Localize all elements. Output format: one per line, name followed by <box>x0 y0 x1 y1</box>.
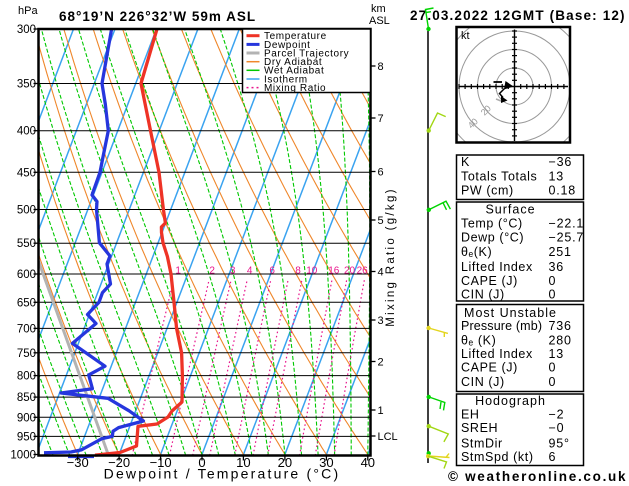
svg-text:0: 0 <box>198 455 205 470</box>
svg-text:Mixing Ratio: Mixing Ratio <box>264 83 326 94</box>
svg-text:4: 4 <box>247 266 253 277</box>
svg-text:Temperature: Temperature <box>264 31 327 42</box>
svg-text:θₑ (K): θₑ (K) <box>461 334 496 348</box>
svg-text:550: 550 <box>17 238 36 250</box>
svg-text:Isotherm: Isotherm <box>264 74 308 85</box>
svg-text:16: 16 <box>328 266 340 277</box>
svg-text:10: 10 <box>236 455 250 470</box>
svg-text:1: 1 <box>175 266 181 277</box>
svg-text:Hodograph: Hodograph <box>475 394 546 408</box>
svg-text:450: 450 <box>17 167 36 179</box>
svg-text:10: 10 <box>306 266 318 277</box>
svg-text:0: 0 <box>549 361 557 375</box>
svg-text:Surface: Surface <box>485 203 535 217</box>
svg-text:Dewp (°C): Dewp (°C) <box>461 231 524 245</box>
svg-text:EH: EH <box>461 408 480 422</box>
svg-text:95°: 95° <box>549 437 570 451</box>
svg-text:8: 8 <box>295 266 301 277</box>
svg-text:0: 0 <box>549 288 557 302</box>
svg-text:hPa: hPa <box>18 5 38 17</box>
svg-text:2: 2 <box>209 266 215 277</box>
svg-text:300: 300 <box>17 24 36 36</box>
svg-text:θₑ(K): θₑ(K) <box>461 245 492 259</box>
svg-text:CAPE (J): CAPE (J) <box>461 361 518 375</box>
svg-text:1000: 1000 <box>10 450 36 462</box>
svg-text:CIN (J): CIN (J) <box>461 288 505 302</box>
svg-text:−10: −10 <box>150 455 172 470</box>
svg-text:4: 4 <box>378 267 384 279</box>
svg-text:km: km <box>371 3 386 15</box>
svg-text:3: 3 <box>230 266 236 277</box>
svg-text:36: 36 <box>549 260 565 274</box>
svg-text:−20: −20 <box>108 455 130 470</box>
svg-text:CIN (J): CIN (J) <box>461 375 505 389</box>
svg-text:20: 20 <box>278 455 292 470</box>
svg-text:600: 600 <box>17 269 36 281</box>
svg-text:6: 6 <box>549 450 557 464</box>
svg-text:736: 736 <box>549 319 572 333</box>
svg-text:−0: −0 <box>549 421 565 435</box>
svg-text:−25.7: −25.7 <box>549 231 585 245</box>
svg-text:Totals Totals: Totals Totals <box>461 170 537 184</box>
svg-text:Lifted Index: Lifted Index <box>461 260 533 274</box>
svg-text:3: 3 <box>378 315 384 327</box>
svg-text:Dewpoint / Temperature (°C): Dewpoint / Temperature (°C) <box>104 466 341 482</box>
svg-text:Mixing Ratio (g/kg): Mixing Ratio (g/kg) <box>385 187 397 327</box>
svg-text:900: 900 <box>17 412 36 424</box>
svg-text:CAPE (J): CAPE (J) <box>461 274 518 288</box>
svg-text:40: 40 <box>361 455 375 470</box>
svg-text:6: 6 <box>378 167 384 179</box>
svg-text:400: 400 <box>17 126 36 138</box>
svg-text:© weatheronline.co.uk: © weatheronline.co.uk <box>448 469 627 484</box>
svg-text:kt: kt <box>461 30 470 42</box>
svg-text:6: 6 <box>269 266 275 277</box>
svg-text:800: 800 <box>17 371 36 383</box>
svg-text:350: 350 <box>17 79 36 91</box>
svg-text:PW (cm): PW (cm) <box>461 184 514 198</box>
svg-text:−22.1: −22.1 <box>549 217 585 231</box>
svg-text:−2: −2 <box>549 408 565 422</box>
svg-text:280: 280 <box>549 334 572 348</box>
svg-text:850: 850 <box>17 392 36 404</box>
svg-text:Lifted Index: Lifted Index <box>461 347 533 361</box>
svg-text:Parcel Trajectory: Parcel Trajectory <box>264 48 349 59</box>
svg-text:0: 0 <box>549 274 557 288</box>
svg-text:20: 20 <box>344 266 356 277</box>
svg-text:LCL: LCL <box>378 431 398 443</box>
svg-text:Pressure (mb): Pressure (mb) <box>461 319 542 333</box>
svg-text:2: 2 <box>378 357 384 369</box>
svg-text:500: 500 <box>17 205 36 217</box>
svg-text:Dewpoint: Dewpoint <box>264 40 311 51</box>
svg-text:ASL: ASL <box>369 15 390 27</box>
svg-text:251: 251 <box>549 245 572 259</box>
svg-text:StmSpd (kt): StmSpd (kt) <box>461 450 534 464</box>
svg-text:SREH: SREH <box>461 421 498 435</box>
svg-text:Dry Adiabat: Dry Adiabat <box>264 57 322 68</box>
svg-text:0: 0 <box>549 375 557 389</box>
svg-text:5: 5 <box>378 215 384 227</box>
svg-text:30: 30 <box>319 455 333 470</box>
svg-text:750: 750 <box>17 348 36 360</box>
svg-text:0.18: 0.18 <box>549 184 577 198</box>
svg-text:650: 650 <box>17 297 36 309</box>
svg-text:13: 13 <box>549 170 565 184</box>
svg-text:StmDir: StmDir <box>461 437 503 451</box>
svg-text:Wet Adiabat: Wet Adiabat <box>264 66 324 77</box>
svg-text:700: 700 <box>17 323 36 335</box>
svg-text:27.03.2022 12GMT (Base: 12): 27.03.2022 12GMT (Base: 12) <box>410 8 626 23</box>
svg-text:K: K <box>461 155 470 169</box>
svg-text:1: 1 <box>378 405 384 417</box>
svg-text:950: 950 <box>17 431 36 443</box>
svg-text:68°19’N 226°32’W 59m ASL: 68°19’N 226°32’W 59m ASL <box>59 9 256 24</box>
svg-text:26: 26 <box>357 266 369 277</box>
svg-text:7: 7 <box>378 113 384 125</box>
svg-text:−36: −36 <box>549 155 573 169</box>
svg-text:13: 13 <box>549 347 565 361</box>
svg-text:Temp (°C): Temp (°C) <box>461 217 523 231</box>
svg-text:8: 8 <box>378 61 384 73</box>
svg-text:Most Unstable: Most Unstable <box>464 306 557 320</box>
svg-text:−30: −30 <box>67 455 89 470</box>
